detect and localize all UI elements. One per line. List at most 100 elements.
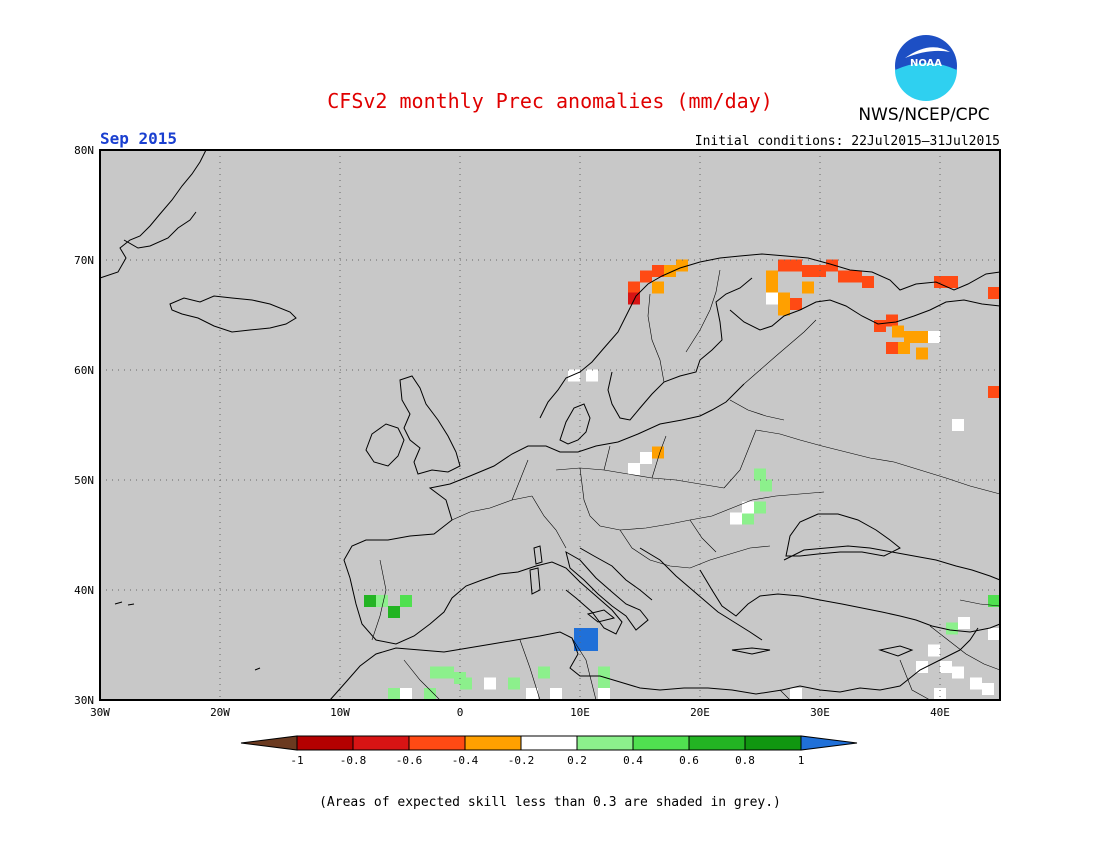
- anomaly-cell: [538, 666, 550, 679]
- anomaly-cell: [460, 677, 472, 690]
- anomaly-cell: [790, 259, 802, 272]
- colorbar-box: [576, 735, 634, 751]
- anomaly-cell: [760, 479, 772, 492]
- anomaly-cell: [988, 386, 1000, 398]
- colorbar-label: 0.2: [567, 754, 587, 767]
- anomaly-cell: [904, 331, 916, 343]
- colorbar-box: [688, 735, 746, 751]
- anomaly-cell: [790, 688, 802, 700]
- map-gridlines: [100, 150, 1000, 700]
- anomaly-cell: [598, 677, 610, 690]
- colorbar-box: [520, 735, 578, 751]
- colorbar-label: -0.6: [396, 754, 423, 767]
- anomaly-cell: [958, 617, 970, 629]
- lat-tick-label: 80N: [74, 144, 94, 157]
- anomaly-cell: [526, 688, 538, 700]
- anomaly-cell: [952, 666, 964, 679]
- anomaly-cell: [982, 683, 994, 695]
- anomaly-cell: [364, 595, 376, 607]
- colorbar: [240, 735, 858, 751]
- lon-tick-label: 30W: [90, 706, 110, 719]
- agency-label: NWS/NCEP/CPC: [858, 105, 989, 125]
- anomaly-cell: [676, 259, 688, 272]
- colorbar-box: [632, 735, 690, 751]
- anomaly-cells: [364, 259, 1000, 700]
- anomaly-cell: [898, 342, 910, 354]
- anomaly-cell: [388, 606, 400, 618]
- map-frame: [99, 149, 1001, 701]
- lat-tick-label: 30N: [74, 694, 94, 707]
- noaa-logo-text: NOAA: [910, 58, 942, 69]
- anomaly-cell: [754, 468, 766, 481]
- skill-footnote: (Areas of expected skill less than 0.3 a…: [319, 795, 781, 810]
- anomaly-cell: [802, 265, 814, 277]
- anomaly-cell: [400, 688, 412, 700]
- anomaly-cell: [640, 452, 652, 464]
- anomaly-cell: [730, 512, 742, 525]
- anomaly-cell: [988, 628, 1000, 640]
- anomaly-cell: [946, 276, 958, 288]
- lon-tick-label: 10E: [570, 706, 590, 719]
- colorbar-labels: -1 -0.8 -0.6 -0.4 -0.2 0.2 0.4 0.6 0.8 1: [290, 754, 804, 767]
- colorbar-label: 0.8: [735, 754, 755, 767]
- anomaly-cell: [952, 419, 964, 431]
- anomaly-cell: [946, 622, 958, 635]
- anomaly-cell: [508, 677, 520, 690]
- anomaly-cell: [652, 281, 664, 294]
- colorbar-box: [408, 735, 466, 751]
- initial-conditions: Initial conditions: 22Jul2015–31Jul2015: [695, 134, 1000, 149]
- lat-tick-label: 70N: [74, 254, 94, 267]
- lat-tick-label: 50N: [74, 474, 94, 487]
- anomaly-cell: [628, 463, 640, 475]
- lon-tick-label: 10W: [330, 706, 350, 719]
- lon-tick-label: 30E: [810, 706, 830, 719]
- colorbar-label: 0.6: [679, 754, 699, 767]
- lon-tick-label: 20E: [690, 706, 710, 719]
- anomaly-cell: [442, 666, 454, 679]
- colorbar-box: [352, 735, 410, 751]
- colorbar-box: [744, 735, 802, 751]
- anomaly-cell: [892, 325, 904, 338]
- coastlines: [99, 149, 1001, 701]
- anomaly-cell: [862, 276, 874, 288]
- anomaly-cell: [766, 292, 778, 305]
- latitude-labels: 80N 70N 60N 50N 40N 30N: [74, 144, 94, 707]
- anomaly-cell: [778, 259, 790, 272]
- anomaly-cell: [940, 661, 952, 673]
- anomaly-cell: [484, 677, 496, 690]
- colorbar-label: -0.8: [340, 754, 367, 767]
- colorbar-label: 0.4: [623, 754, 643, 767]
- colorbar-label: 1: [798, 754, 805, 767]
- anomaly-cell: [850, 270, 862, 283]
- longitude-labels: 30W 20W 10W 0 10E 20E 30E 40E: [90, 706, 950, 719]
- anomaly-cell: [550, 688, 562, 700]
- map-background: [100, 150, 1000, 700]
- anomaly-cell: [568, 369, 580, 382]
- anomaly-cell: [652, 446, 664, 459]
- colorbar-box: [296, 735, 354, 751]
- anomaly-cell: [628, 281, 640, 294]
- anomaly-cell: [574, 628, 586, 640]
- anomaly-cell: [586, 628, 598, 640]
- colorbar-arrow-low: [240, 735, 298, 751]
- anomaly-cell: [754, 501, 766, 514]
- anomaly-cell: [742, 512, 754, 525]
- anomaly-cell: [400, 595, 412, 607]
- anomaly-cell: [874, 320, 886, 332]
- anomaly-cell: [766, 281, 778, 294]
- anomaly-cell: [598, 688, 610, 700]
- anomaly-cell: [766, 270, 778, 283]
- colorbar-label: -1: [290, 754, 303, 767]
- anomaly-cell: [826, 259, 838, 272]
- figure-title: CFSv2 monthly Prec anomalies (mm/day): [327, 89, 773, 113]
- lon-tick-label: 40E: [930, 706, 950, 719]
- anomaly-cell: [802, 281, 814, 294]
- anomaly-cell: [598, 666, 610, 679]
- forecast-period: Sep 2015: [100, 129, 177, 148]
- anomaly-cell: [916, 347, 928, 360]
- anomaly-cell: [970, 677, 982, 690]
- anomaly-cell: [640, 270, 652, 283]
- colorbar-label: -0.2: [508, 754, 535, 767]
- anomaly-cell: [838, 270, 850, 283]
- anomaly-cell: [430, 666, 442, 679]
